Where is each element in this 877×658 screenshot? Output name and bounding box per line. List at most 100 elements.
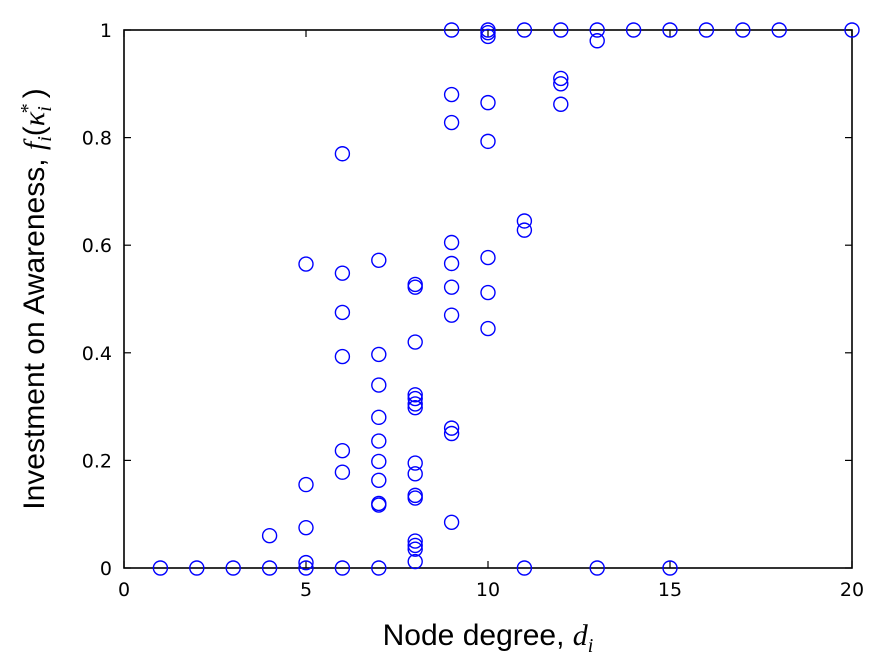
data-point [334,443,351,459]
data-point [298,476,314,493]
data-point [334,265,351,281]
data-point [371,252,387,268]
y-tick-label: 0.4 [82,343,112,365]
y-axis-argument-subscript: i [34,106,56,112]
data-point [589,33,605,49]
data-point [298,519,314,536]
data-point [698,22,715,38]
data-point [443,22,460,38]
data-point [334,560,351,576]
y-axis-argument: κ [18,111,51,126]
y-axis-title: Investment on Awareness, fi(κi*) [17,88,56,510]
data-point [443,307,460,323]
data-point [407,537,423,554]
data-point [480,133,496,150]
data-point [407,390,423,407]
data-point [371,560,387,576]
x-tick-label: 5 [300,579,312,601]
data-point [407,455,423,471]
data-point [480,24,496,41]
data-point [152,560,169,576]
data-point [480,249,496,266]
y-axis-open-paren: ( [18,126,51,136]
data-point [371,472,387,489]
data-point [334,146,351,162]
data-point [662,560,678,576]
data-point [371,497,387,513]
data-point [407,399,423,416]
data-point [334,464,351,480]
data-point [407,490,423,506]
data-point [371,377,387,393]
data-point [225,560,241,576]
data-point [480,94,496,111]
x-tick-label: 15 [658,579,682,601]
data-point [443,514,460,530]
y-axis-close-paren: ) [18,88,51,98]
data-point [443,279,460,295]
x-axis-subscript: i [588,635,594,657]
data-point [371,433,387,449]
data-point [443,255,460,272]
x-tick-label: 0 [118,579,130,601]
axis-ticks: 0 5 10 15 20 0 0.2 0.4 0.6 0.8 1 [82,20,864,601]
data-point [553,22,569,38]
data-point [443,420,460,436]
x-tick-label: 20 [840,579,864,601]
y-axis-function-subscript: i [34,136,56,142]
x-axis-title: Node degree, di [383,619,594,657]
data-point [553,96,569,112]
data-point [480,284,496,301]
data-point [407,466,423,482]
x-tick-label: 10 [476,579,500,601]
data-point [334,348,351,365]
data-point [443,425,460,442]
data-point [371,409,387,426]
data-point [516,222,533,238]
data-point [625,22,642,38]
data-point [480,320,496,337]
data-point [771,22,787,38]
y-tick-label: 0 [100,558,112,580]
data-point [407,396,423,412]
data-point [298,256,314,272]
data-point [662,22,678,38]
data-point [298,560,314,576]
y-tick-label: 0.6 [82,235,112,257]
data-point [589,22,605,38]
x-axis-title-text: Node degree, [383,619,573,652]
y-tick-label: 0.2 [82,450,112,472]
y-tick-label: 1 [100,20,112,42]
data-point [407,533,423,549]
data-point [298,554,314,571]
data-point [371,346,387,363]
data-point [371,453,387,470]
data-point [480,28,496,45]
data-point [553,70,569,87]
y-axis-title-text: Investment on Awareness, [18,150,51,510]
data-point [407,541,423,557]
data-point [516,560,533,576]
data-point [261,528,278,544]
data-point [407,387,423,403]
y-axis-argument-superscript: * [17,104,39,114]
data-point [735,22,751,38]
y-tick-label: 0.8 [82,128,112,150]
data-point [443,234,460,251]
data-point [334,304,351,321]
data-point [516,213,533,229]
data-point [844,22,860,38]
data-point [407,334,423,350]
data-points [152,22,860,576]
data-point [407,553,423,570]
data-point [443,86,460,103]
data-point [189,560,205,576]
data-point [407,279,423,295]
data-point [553,76,569,92]
data-point [443,114,460,131]
data-point [261,560,278,576]
data-point [589,560,605,576]
x-axis-variable: d [573,619,589,652]
data-point [516,22,533,38]
